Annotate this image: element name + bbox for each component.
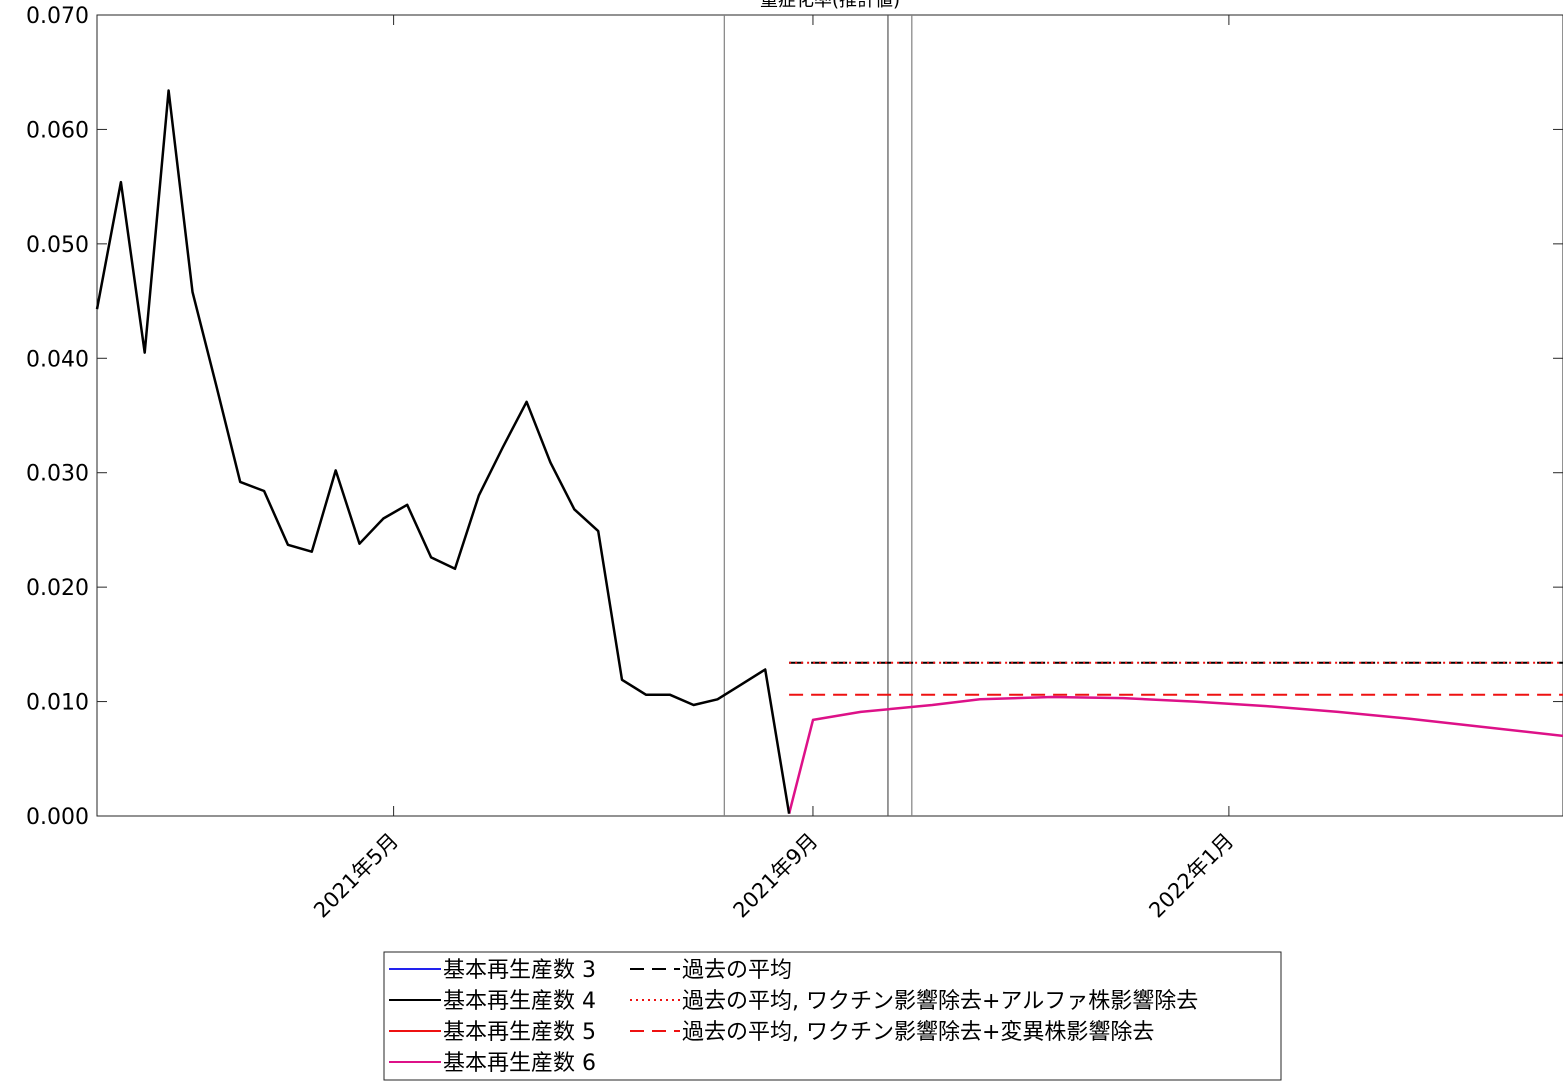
plot-area [96, 14, 1563, 817]
legend: 基本再生産数 3 基本再生産数 4 基本再生産数 5 基本再生産数 6 過去の平均過去の… [383, 951, 1282, 1081]
legend-box [383, 951, 1282, 1081]
legend-label: 過去の平均, ワクチン影響除去+変異株影響除去 [682, 1020, 1154, 1045]
y-axis: 0.000 0.010 0.020 0.030 0.040 0.050 0.060 0.070 [26, 4, 1563, 830]
y-tick-label: 0.000 [26, 805, 89, 830]
series-line [787, 695, 1563, 815]
vertical-markers [723, 15, 913, 816]
y-tick-label: 0.040 [26, 347, 89, 372]
legend-label: 基本再生産数 5 [443, 1020, 596, 1045]
y-tick-label: 0.050 [26, 233, 89, 258]
x-tick-label: 2021年5月 [309, 829, 403, 923]
legend-label: 基本再生産数 4 [443, 989, 596, 1014]
chart-title: 重症化率(推計値) [760, 0, 900, 11]
series-layer [95, 89, 1563, 815]
y-tick-label: 0.010 [26, 691, 89, 716]
legend-label: 基本再生産数 3 [443, 958, 596, 983]
y-tick-label: 0.020 [26, 576, 89, 601]
y-tick-label: 0.060 [26, 118, 89, 143]
plot-frame [96, 14, 1563, 817]
legend-label: 過去の平均 [682, 958, 792, 983]
series-line [95, 89, 791, 814]
legend-label: 基本再生産数 6 [443, 1051, 596, 1076]
x-tick-label: 2022年1月 [1145, 829, 1239, 923]
x-tick-label: 2021年9月 [729, 829, 823, 923]
y-tick-label: 0.070 [26, 4, 89, 29]
y-tick-label: 0.030 [26, 462, 89, 487]
x-axis: 2021年5月 2021年9月 2022年1月 [309, 15, 1238, 922]
legend-label: 過去の平均, ワクチン影響除去+アルファ株影響除去 [682, 989, 1198, 1014]
